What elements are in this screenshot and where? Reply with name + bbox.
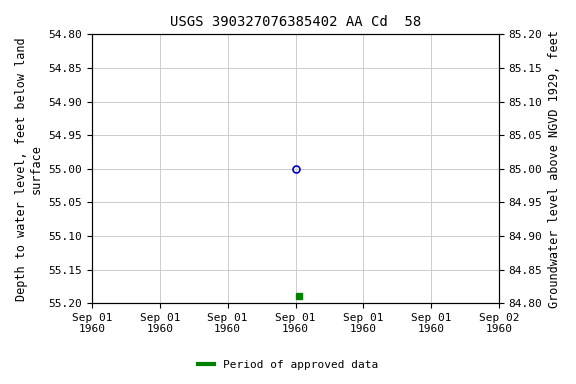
Y-axis label: Groundwater level above NGVD 1929, feet: Groundwater level above NGVD 1929, feet — [548, 30, 561, 308]
Legend: Period of approved data: Period of approved data — [193, 356, 383, 375]
Title: USGS 390327076385402 AA Cd  58: USGS 390327076385402 AA Cd 58 — [170, 15, 421, 29]
Y-axis label: Depth to water level, feet below land
surface: Depth to water level, feet below land su… — [15, 37, 43, 301]
